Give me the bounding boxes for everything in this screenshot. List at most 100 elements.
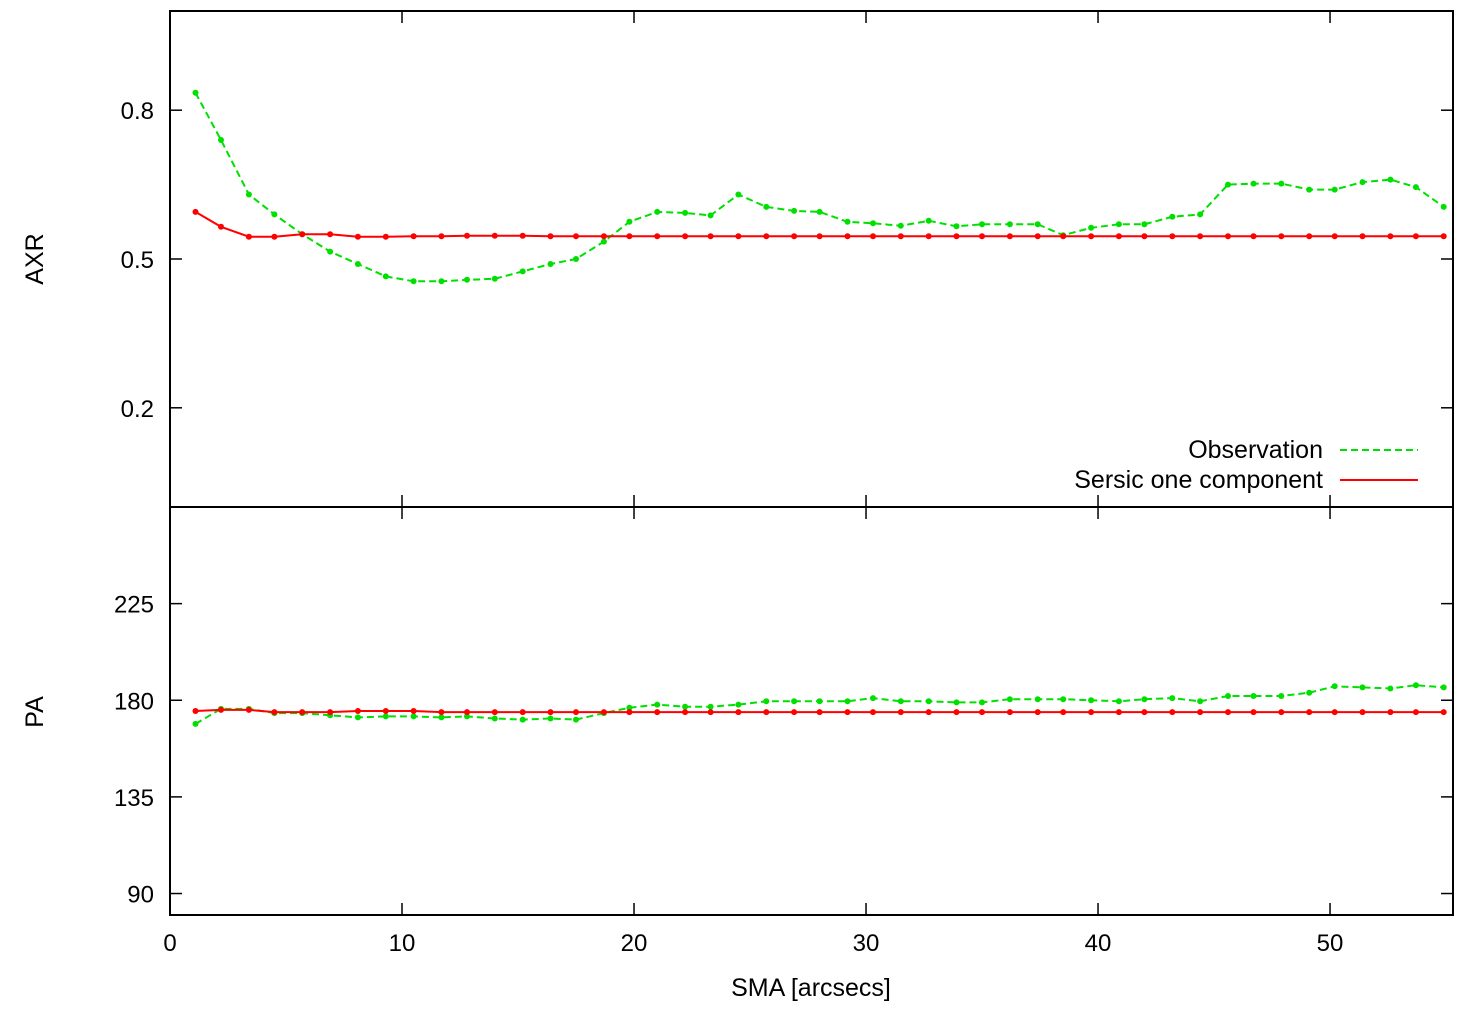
pa-point-sersic [547,709,554,716]
axr-point-observation [573,256,579,262]
axr-point-observation [271,211,278,218]
axr-point-sersic [1169,233,1176,240]
legend-label-sersic: Sersic one component [1074,466,1323,494]
axr-point-observation [218,137,224,143]
axr-point-sersic [327,231,334,238]
axr-point-sersic [870,233,876,240]
axr-point-sersic [299,231,306,238]
pa-point-observation [870,695,876,702]
pa-point-sersic [600,709,607,716]
axr-point-observation [1306,186,1313,193]
axr-point-sersic [626,233,633,240]
axr-point-observation [953,223,960,230]
axr-point-sersic [464,232,470,239]
pa-point-observation [626,704,633,711]
pa-point-sersic [1225,709,1231,716]
axr-ytick-label: 0.2 [121,396,154,423]
pa-point-observation [654,701,661,708]
pa-point-observation [1006,696,1013,703]
pa-point-observation [1225,693,1231,699]
pa-point-sersic [735,709,742,716]
axr-point-observation [979,221,985,228]
axr-point-observation [438,278,445,285]
pa-point-observation [382,713,389,720]
axr-point-sersic [1387,233,1394,240]
axr-point-observation [491,275,498,282]
pa-point-sersic [1141,709,1148,716]
axr-point-observation [654,208,661,215]
legend: Observation Sersic one component [1074,436,1418,494]
axr-point-observation [1034,221,1041,228]
axr-point-observation [1141,221,1148,228]
pa-point-observation [1141,696,1148,703]
axr-point-sersic [897,233,904,240]
pa-point-sersic [218,706,224,713]
axr-point-sersic [354,233,361,240]
axr-plot-frame [169,10,1454,508]
pa-point-observation [438,714,445,721]
pa-point-observation [735,701,742,708]
pa-point-observation [979,699,985,706]
pa-point-sersic [519,709,526,716]
pa-ytick-label: 225 [114,592,154,619]
axr-point-observation [600,238,607,245]
axr-point-sersic [438,233,445,240]
pa-point-sersic [925,709,932,716]
axr-point-sersic [245,233,252,240]
axr-point-sersic [735,233,742,240]
pa-point-sersic [438,709,445,716]
axr-point-sersic [573,233,579,240]
pa-point-observation [1197,698,1204,705]
pa-point-sersic [1088,709,1095,716]
pa-point-sersic [464,709,470,716]
pa-point-observation [192,720,199,727]
axr-point-sersic [654,233,661,240]
axr-point-sersic [979,233,985,240]
pa-point-observation [953,699,960,706]
pa-axis-title: PA [21,696,49,728]
axr-series-sersic-line [194,211,1444,238]
pa-point-sersic [1034,709,1041,716]
pa-point-observation [763,698,770,705]
axr-point-observation [626,218,633,225]
axr-point-observation [1331,186,1338,193]
axr-point-observation [1412,184,1419,191]
pa-point-observation [1440,684,1447,691]
pa-point-sersic [626,709,633,716]
axr-point-observation [791,207,798,214]
axr-point-observation [354,261,361,267]
pa-point-observation [1331,683,1338,690]
pa-series-observation-line [194,684,1444,725]
pa-point-sersic [763,709,770,716]
pa-point-sersic [491,709,498,716]
pa-point-sersic [1250,709,1257,716]
sma-xtick-label: 0 [163,930,176,957]
pa-point-sersic [573,709,579,716]
pa-point-observation [844,698,851,705]
pa-point-sersic [410,708,417,714]
axr-point-observation [735,191,742,198]
axr-point-sersic [1278,233,1285,240]
pa-point-observation [682,703,689,710]
pa-point-observation [1250,693,1257,699]
axr-point-sersic [816,233,823,240]
pa-point-sersic [1331,709,1338,716]
axr-ytick-label: 0.8 [121,98,154,125]
pa-point-observation [464,713,470,720]
pa-point-observation [1169,695,1176,702]
axr-point-observation [192,89,199,96]
axr-point-sersic [763,233,770,240]
axr-point-sersic [925,233,932,240]
pa-point-observation [1387,685,1394,692]
axr-point-observation [1169,213,1176,220]
axr-point-sersic [1225,233,1231,240]
axr-point-observation [1440,203,1447,210]
axr-point-sersic [1088,233,1095,240]
pa-point-sersic [1115,709,1122,716]
pa-point-sersic [1359,709,1366,716]
axr-point-observation [1006,221,1013,228]
pa-point-observation [1359,684,1366,691]
axr-point-observation [897,222,904,229]
pa-ytick-label: 135 [114,785,154,812]
